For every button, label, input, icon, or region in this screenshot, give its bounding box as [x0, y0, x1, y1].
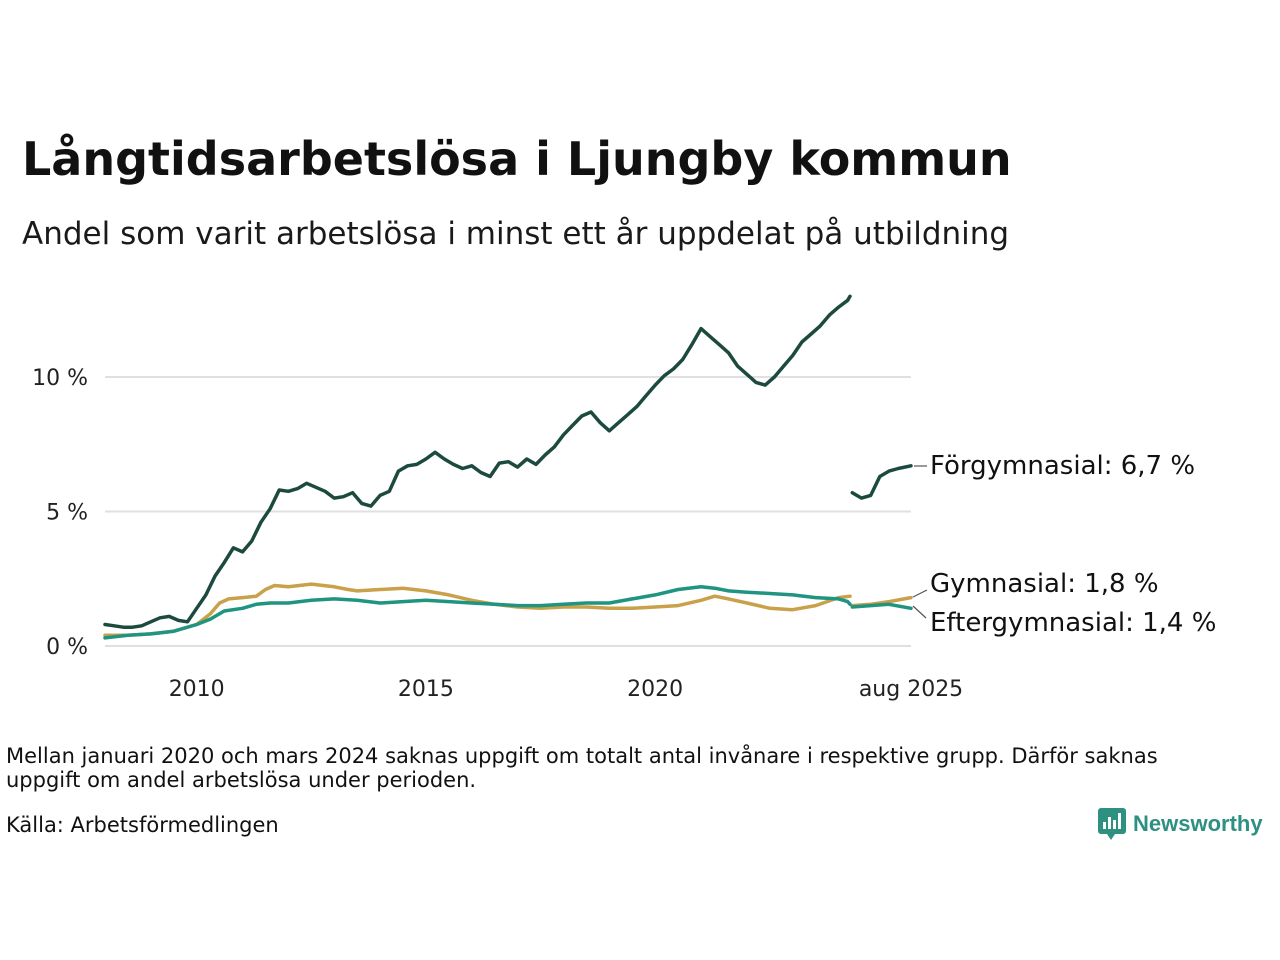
axis-labels: 0 % 5 % 10 % 2010 2015 2020 aug 2025 — [32, 366, 963, 702]
label-connector — [912, 605, 927, 619]
x-tick-label: 2015 — [398, 677, 454, 702]
y-tick-label: 10 % — [32, 366, 88, 391]
x-tick-label: 2020 — [627, 677, 683, 702]
source-text: Källa: Arbetsförmedlingen — [6, 813, 279, 837]
y-tick-label: 5 % — [46, 501, 88, 526]
x-tick-label: 2010 — [169, 677, 225, 702]
end-labels: Förgymnasial: 6,7 % Gymnasial: 1,8 % Efter… — [912, 451, 1216, 638]
chart-title: Långtidsarbetslösa i Ljungby kommun — [22, 132, 1012, 186]
brand-name: Newsworthy — [1133, 811, 1263, 836]
x-tick-label: aug 2025 — [859, 677, 963, 702]
series-line-förgymnasial — [103, 294, 913, 629]
newsworthy-logo-icon — [1098, 808, 1126, 840]
series-lines — [103, 294, 913, 640]
series-line-eftergymnasial — [103, 585, 913, 640]
chart-note: Mellan januari 2020 och mars 2024 saknas… — [6, 744, 1158, 792]
y-tick-label: 0 % — [46, 635, 88, 660]
end-label-gymnasial: Gymnasial: 1,8 % — [930, 569, 1159, 599]
end-label-förgymnasial: Förgymnasial: 6,7 % — [930, 451, 1195, 481]
label-connector — [912, 589, 928, 598]
end-label-eftergymnasial: Eftergymnasial: 1,4 % — [930, 608, 1216, 638]
chart-subtitle: Andel som varit arbetslösa i minst ett å… — [22, 216, 1010, 252]
line-chart: Förgymnasial: 6,7 % Gymnasial: 1,8 % Efter… — [32, 294, 1216, 702]
newsworthy-logo: Newsworthy — [1098, 808, 1263, 840]
